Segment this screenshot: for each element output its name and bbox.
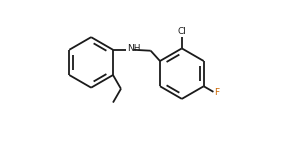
Text: NH: NH bbox=[127, 44, 141, 53]
Text: F: F bbox=[215, 88, 220, 97]
Text: Cl: Cl bbox=[178, 27, 187, 36]
